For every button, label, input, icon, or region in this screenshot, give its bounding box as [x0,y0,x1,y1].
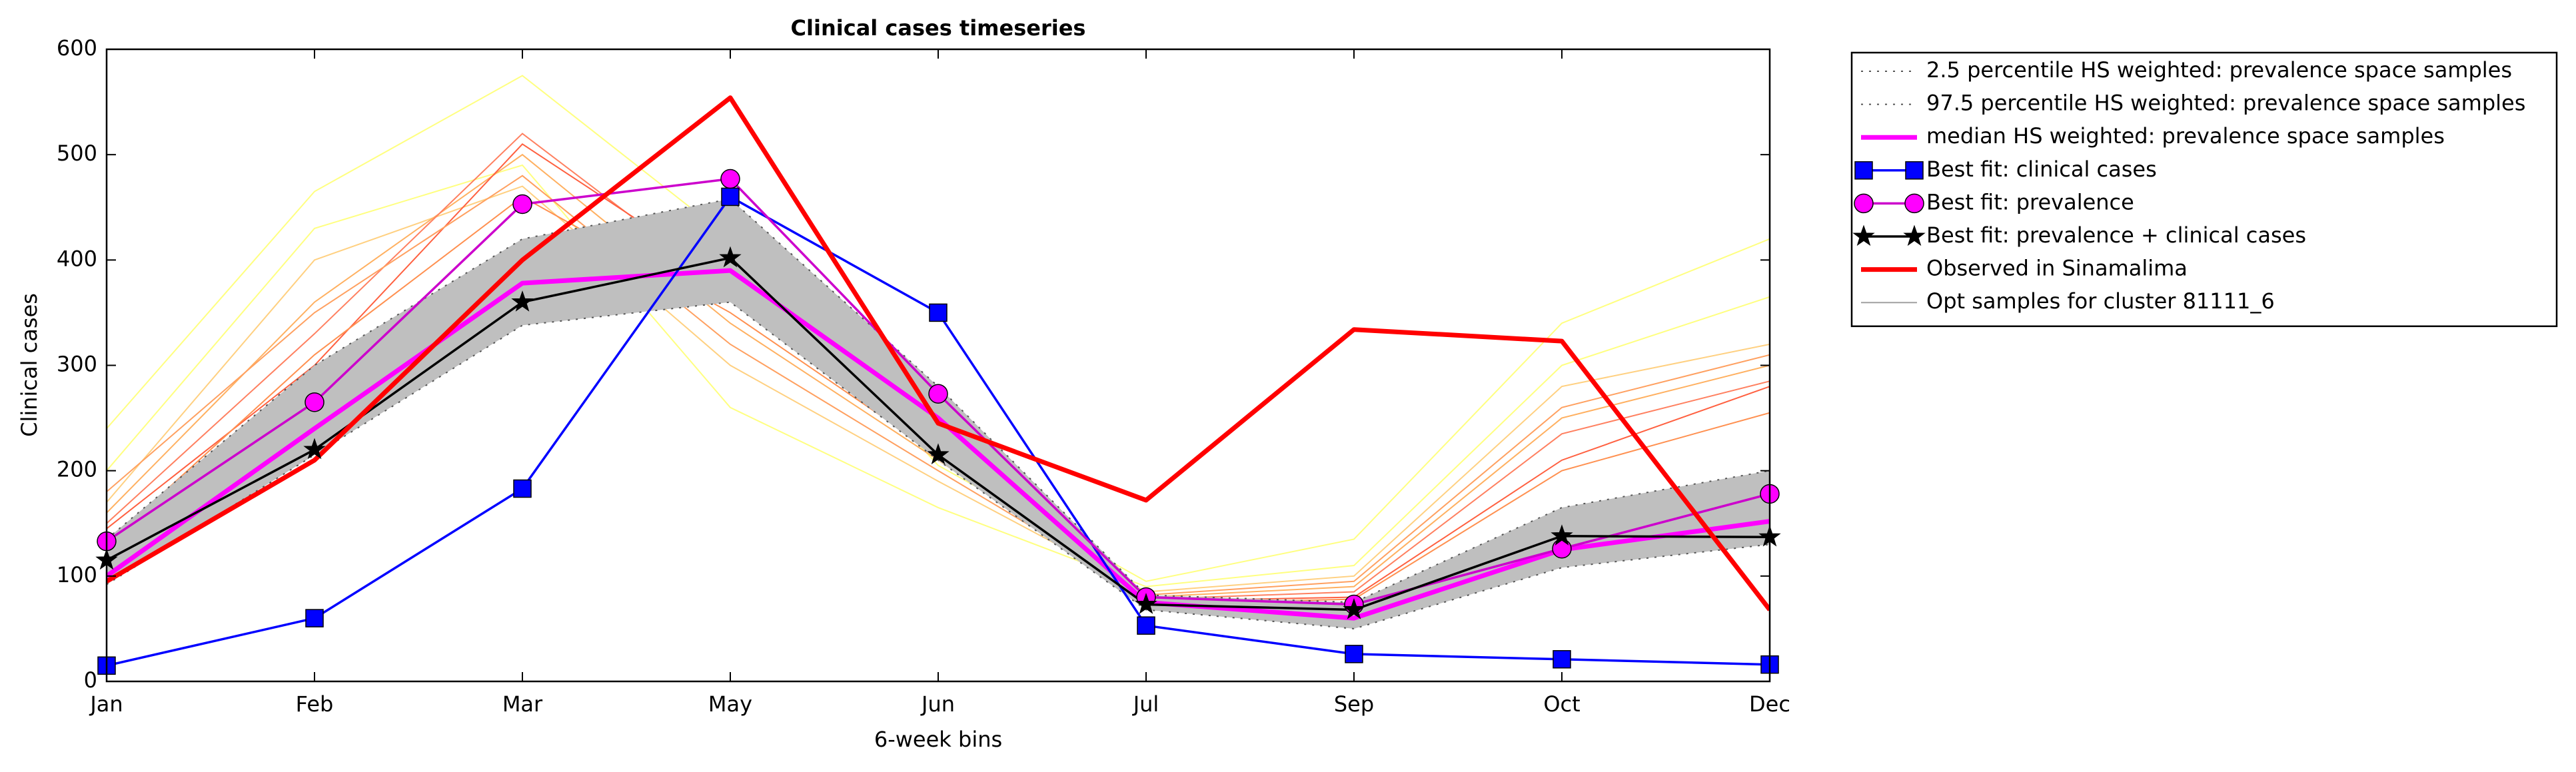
marker-star [1135,593,1157,614]
marker-circle [928,384,948,404]
y-tick-label: 200 [57,457,97,482]
x-tick-label: Jun [920,691,955,717]
marker-star [1551,524,1573,546]
marker-square [1854,161,1873,180]
legend-label: 97.5 percentile HS weighted: prevalence … [1926,91,2525,116]
plot-area [107,75,1770,667]
x-tick-label: Oct [1543,691,1580,717]
sample-line [107,185,1770,593]
legend: 2.5 percentile HS weighted: prevalence s… [1850,51,2558,328]
sample-line [107,164,1770,587]
legend-label: Observed in Sinamalima [1926,256,2188,281]
marker-star [719,246,742,268]
marker-circle [1552,538,1572,559]
marker-star [303,438,326,460]
sample-line [107,75,1770,582]
legend-frame [1850,51,2558,328]
marker-star [1343,597,1365,619]
marker-circle [1854,193,1874,214]
x-axis-label: 6-week bins [874,727,1002,752]
marker-circle [1904,193,1924,214]
marker-star [1852,224,1875,246]
legend-label: Opt samples for cluster 81111_6 [1926,288,2275,314]
marker-square [721,187,740,206]
series-line [107,95,1770,611]
x-tick-label: Sep [1334,691,1374,717]
y-tick-label: 400 [57,246,97,271]
marker-square [1137,616,1155,635]
legend-label: Best fit: clinical cases [1926,157,2157,182]
marker-square [305,609,324,627]
legend-label: Best fit: prevalence + clinical cases [1926,222,2306,248]
x-tick-label: Jul [1132,691,1159,717]
series-line [107,301,1770,629]
x-tick-label: Mar [502,691,543,717]
y-tick-label: 600 [57,35,97,61]
x-tick-label: Jan [89,691,123,717]
marker-star [1903,224,1926,246]
marker-square [1905,161,1924,180]
series-line [107,268,1770,621]
legend-label: 2.5 percentile HS weighted: prevalence s… [1926,57,2512,83]
y-tick-label: 0 [84,667,97,693]
y-tick-label: 500 [57,141,97,166]
marker-circle [512,194,532,214]
marker-square [1345,645,1363,663]
legend-label: Best fit: prevalence [1926,189,2134,214]
y-axis-label: Clinical cases [17,293,42,437]
marker-star [511,290,534,312]
marker-square [1553,650,1571,669]
marker-square [513,479,532,498]
marker-circle [720,169,740,189]
series-line [107,198,1770,603]
marker-square [929,303,948,322]
y-tick-label: 100 [57,562,97,587]
x-tick-label: May [708,691,752,717]
legend-label: median HS weighted: prevalence space sam… [1926,123,2445,149]
marker-star [927,443,950,465]
x-tick-label: Dec [1749,691,1790,717]
sample-line [107,175,1770,596]
x-tick-label: Feb [296,691,334,717]
chart-title: Clinical cases timeseries [791,15,1086,41]
marker-circle [305,392,324,412]
y-tick-label: 300 [57,352,97,377]
